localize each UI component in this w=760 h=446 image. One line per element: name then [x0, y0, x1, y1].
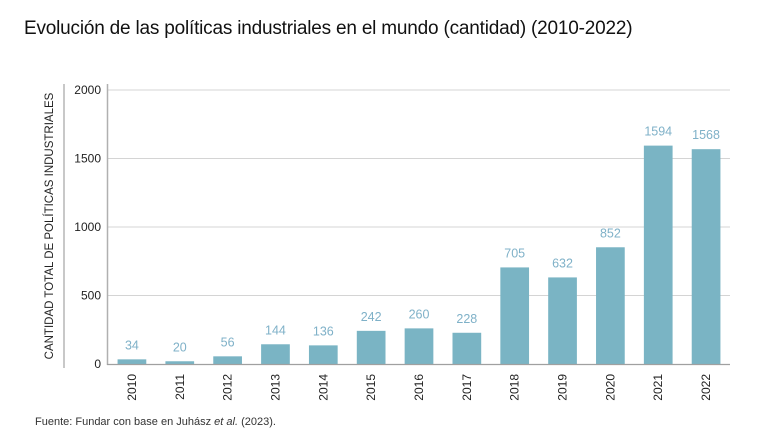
data-label: 852 — [600, 226, 621, 240]
x-tick-label: 2017 — [460, 374, 474, 401]
bar — [404, 328, 434, 364]
chart-title: Evolución de las políticas industriales … — [24, 18, 633, 39]
y-tick-label: 500 — [81, 289, 101, 303]
data-label: 56 — [221, 335, 235, 349]
x-tick-label: 2016 — [412, 374, 426, 401]
x-tick-label: 2021 — [651, 374, 665, 401]
x-tick-label: 2015 — [364, 374, 378, 401]
data-label: 136 — [313, 324, 334, 338]
bar — [643, 145, 673, 364]
x-tick-label: 2018 — [508, 374, 522, 401]
x-tick-label: 2013 — [268, 374, 282, 401]
data-label: 632 — [552, 256, 573, 270]
y-tick-label: 1000 — [74, 220, 101, 234]
y-axis-title: CANTIDAD TOTAL DE POLÍTICAS INDUSTRIALES — [43, 92, 56, 359]
x-tick-label: 2014 — [316, 374, 330, 401]
data-label: 1568 — [692, 128, 720, 142]
bar — [596, 247, 625, 364]
bar — [213, 356, 242, 364]
data-label: 228 — [456, 312, 477, 326]
bar — [356, 330, 386, 364]
x-tick-label: 2020 — [603, 374, 617, 401]
bar — [691, 149, 721, 364]
data-label: 144 — [265, 323, 286, 337]
bar — [548, 277, 577, 364]
x-tick-label: 2011 — [173, 374, 187, 400]
y-tick-label: 2000 — [74, 83, 101, 97]
source-prefix: Fuente: Fundar con base en Juhász — [35, 416, 215, 428]
y-tick-label: 1500 — [74, 152, 101, 166]
x-tick-label: 2010 — [125, 374, 139, 401]
data-label: 1594 — [644, 125, 672, 139]
source-suffix: (2023). — [238, 416, 276, 428]
x-tick-label: 2019 — [556, 374, 570, 401]
x-tick-label: 2012 — [221, 374, 235, 401]
bar — [308, 345, 338, 364]
x-tick-label: 2022 — [699, 374, 713, 401]
data-label: 20 — [173, 340, 187, 354]
bar — [500, 267, 530, 364]
data-label: 242 — [361, 310, 382, 324]
y-tick-label: 0 — [94, 357, 101, 371]
data-label: 260 — [409, 307, 430, 321]
data-label: 705 — [504, 246, 525, 260]
bar — [261, 344, 290, 364]
source-note: Fuente: Fundar con base en Juhász et al.… — [35, 416, 276, 428]
data-label: 34 — [125, 338, 139, 352]
bar — [452, 332, 482, 364]
bar — [117, 359, 147, 364]
source-italic: et al. — [214, 416, 239, 428]
bar — [165, 361, 195, 364]
